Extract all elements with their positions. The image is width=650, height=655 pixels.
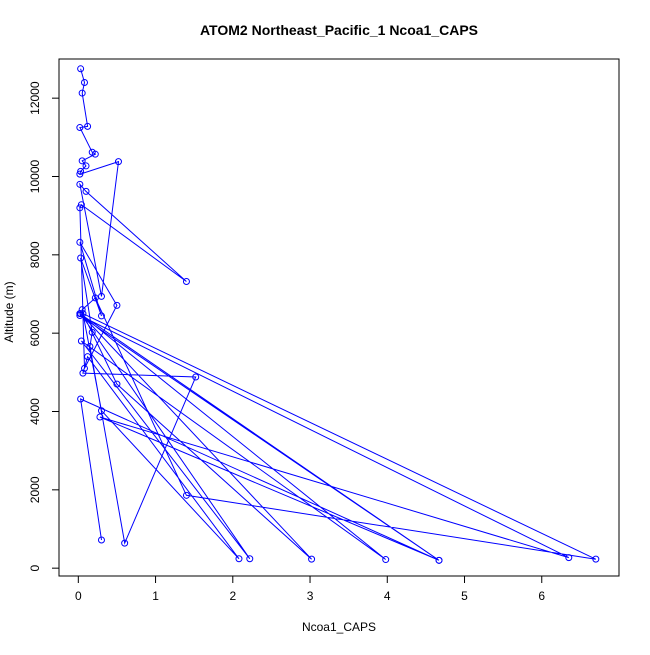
data-point <box>82 162 90 170</box>
data-point <box>97 292 105 300</box>
x-axis: 0 1 2 3 4 5 6 <box>75 575 545 603</box>
y-tick-label: 6000 <box>28 319 42 346</box>
data-point <box>88 328 96 336</box>
x-axis-label: Ncoa1_CAPS <box>302 620 376 634</box>
data-point <box>84 353 92 361</box>
data-point <box>235 555 243 563</box>
data-point <box>113 380 121 388</box>
chart-title: ATOM2 Northeast_Pacific_1 Ncoa1_CAPS <box>200 22 478 38</box>
data-point <box>78 306 86 314</box>
data-point <box>121 539 129 547</box>
y-tick-label: 2000 <box>28 476 42 503</box>
data-point <box>77 395 85 403</box>
data-point <box>79 369 87 377</box>
data-point <box>113 301 121 309</box>
data-point <box>382 556 390 564</box>
data-point <box>82 187 90 195</box>
x-tick-label: 4 <box>384 589 391 603</box>
y-tick-label: 12000 <box>28 81 42 115</box>
data-point <box>80 364 88 372</box>
data-point <box>78 89 86 97</box>
data-point <box>77 337 85 345</box>
data-point <box>76 124 84 132</box>
y-tick-label: 4000 <box>28 398 42 425</box>
data-point <box>192 373 200 381</box>
data-point <box>114 158 122 166</box>
data-point <box>77 254 85 262</box>
data-point <box>78 157 86 165</box>
data-point <box>76 310 84 318</box>
data-point <box>182 277 190 285</box>
data-point <box>97 312 105 320</box>
data-point <box>565 554 573 562</box>
data-point <box>97 407 105 415</box>
series-line <box>79 68 597 561</box>
data-point <box>76 204 84 212</box>
series-group <box>76 65 600 564</box>
data-point <box>76 180 84 188</box>
plot-frame <box>58 58 620 577</box>
data-point <box>91 294 99 302</box>
data-point <box>592 555 600 563</box>
data-point <box>97 536 105 544</box>
data-point <box>77 65 85 73</box>
data-point <box>308 555 316 563</box>
data-point <box>91 150 99 158</box>
x-tick-label: 5 <box>461 589 468 603</box>
data-point <box>96 413 104 421</box>
y-tick-label: 0 <box>28 565 42 572</box>
data-point <box>76 312 84 320</box>
data-point <box>435 556 443 564</box>
data-point <box>182 491 190 499</box>
data-point <box>246 555 254 563</box>
y-axis: 0 2000 4000 6000 8000 10000 12000 <box>28 81 60 572</box>
data-point <box>86 342 94 350</box>
y-tick-label: 10000 <box>28 159 42 193</box>
x-tick-label: 1 <box>152 589 159 603</box>
data-point <box>77 167 85 175</box>
x-tick-label: 2 <box>229 589 236 603</box>
x-tick-label: 6 <box>538 589 545 603</box>
data-point <box>76 170 84 178</box>
data-point <box>84 122 92 130</box>
x-tick-label: 0 <box>75 589 82 603</box>
x-tick-label: 3 <box>307 589 314 603</box>
data-point <box>76 238 84 246</box>
y-tick-label: 8000 <box>28 241 42 268</box>
y-axis-label: Altitude (m) <box>2 281 16 342</box>
data-point <box>80 79 88 86</box>
